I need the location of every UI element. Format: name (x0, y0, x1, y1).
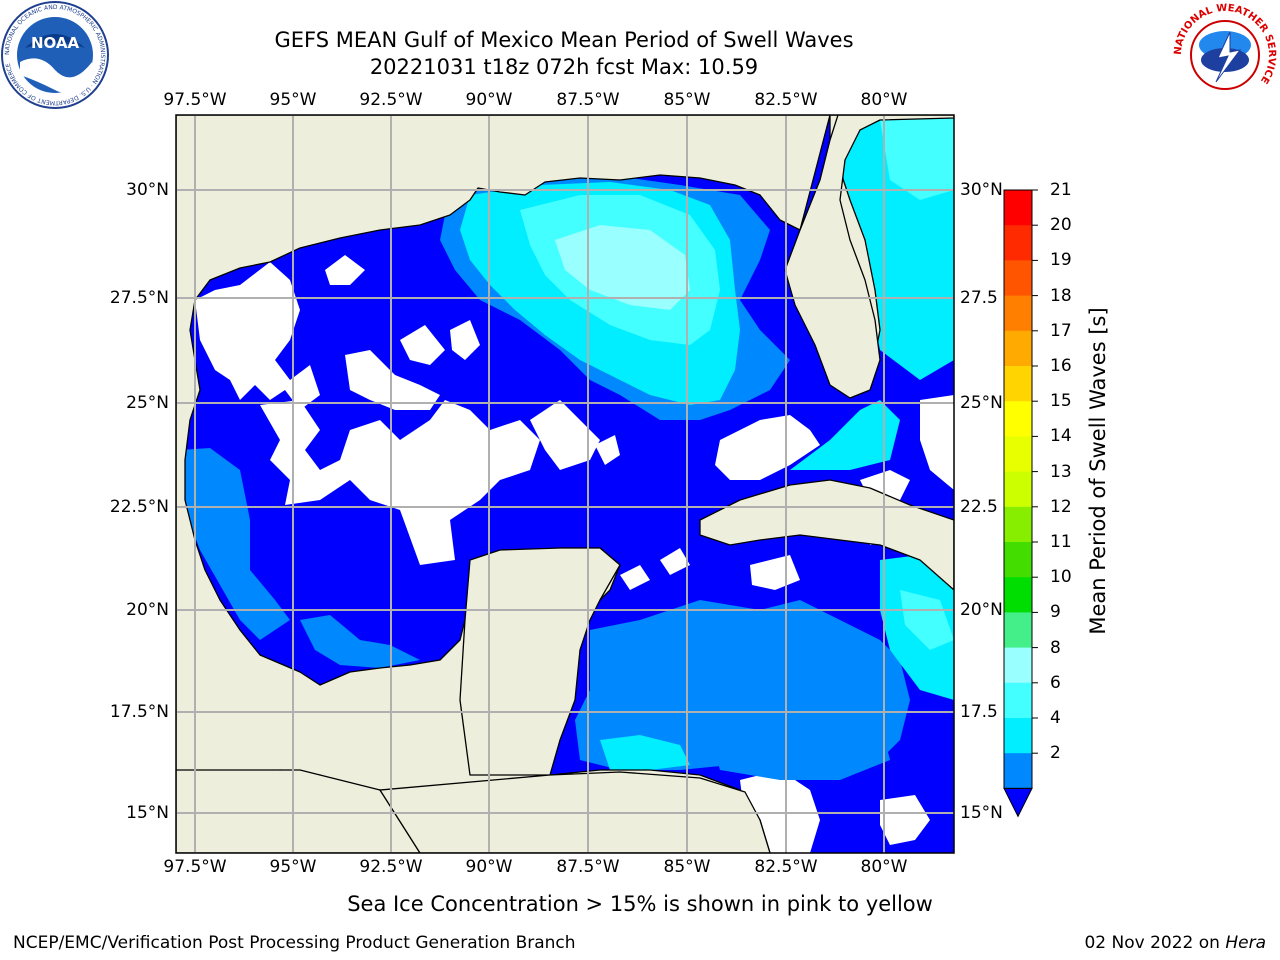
colorbar-frame (1003, 189, 1033, 789)
lat-tick-right: 15°N (960, 803, 1003, 823)
colorbar (1003, 189, 1038, 818)
lat-tick-right: 17.5 (960, 702, 998, 722)
colorbar-tick-label: 14 (1050, 426, 1072, 447)
colorbar-label: Mean Period of Swell Waves [s] (1086, 307, 1110, 635)
lon-tick-top: 95°W (269, 90, 317, 110)
colorbar-tick-label: 8 (1050, 637, 1061, 658)
lat-tick-left: 27.5°N (109, 288, 169, 308)
lat-tick-left: 15°N (126, 803, 169, 823)
map-title-line1: GEFS MEAN Gulf of Mexico Mean Period of … (274, 28, 854, 52)
colorbar-tick-label: 18 (1050, 285, 1072, 306)
colorbar-swatch (1004, 225, 1032, 261)
nws-logo: NATIONAL WEATHER SERVICE (1173, 3, 1277, 107)
footer-date-text: 02 Nov 2022 on (1084, 933, 1226, 953)
lon-tick-bottom: 85°W (663, 857, 711, 877)
colorbar-swatch (1004, 542, 1032, 578)
colorbar-swatch (1004, 753, 1032, 789)
lat-tick-right: 22.5 (960, 497, 998, 517)
lat-tick-right: 20°N (960, 600, 1003, 620)
lon-tick-top: 85°W (663, 90, 711, 110)
colorbar-tick-label: 2 (1050, 743, 1061, 764)
colorbar-swatch (1004, 436, 1032, 473)
colorbar-swatch (1004, 718, 1032, 754)
map-gridlines (176, 115, 954, 853)
colorbar-swatch (1004, 647, 1032, 684)
lon-tick-bottom: 97.5°W (163, 857, 227, 877)
lat-tick-left: 20°N (126, 600, 169, 620)
noaa-logo-text: NOAA (31, 34, 80, 52)
lat-tick-right: 25°N (960, 393, 1003, 413)
colorbar-swatch (1004, 295, 1032, 332)
lon-tick-bottom: 82.5°W (754, 857, 818, 877)
lon-tick-top: 90°W (465, 90, 513, 110)
colorbar-tick-label: 15 (1050, 391, 1072, 412)
sea-ice-note: Sea Ice Concentration > 15% is shown in … (347, 892, 933, 916)
lon-tick-top: 92.5°W (359, 90, 423, 110)
lon-tick-bottom: 90°W (465, 857, 513, 877)
lon-tick-top: 80°W (860, 90, 908, 110)
colorbar-tick-label: 17 (1050, 320, 1072, 341)
colorbar-tick-label: 20 (1050, 215, 1072, 236)
lon-tick-bottom: 80°W (860, 857, 908, 877)
colorbar-swatch (1004, 366, 1032, 402)
lat-tick-left: 25°N (126, 393, 169, 413)
colorbar-swatch (1004, 260, 1032, 297)
colorbar-tick-label: 16 (1050, 356, 1072, 376)
noaa-logo: NOAA NATIONAL OCEANIC AND ATMOSPHERIC AD… (1, 1, 109, 109)
colorbar-swatch (1004, 190, 1032, 226)
lat-tick-left: 22.5°N (109, 497, 169, 517)
lon-tick-bottom: 95°W (269, 857, 317, 877)
colorbar-tick-label: 12 (1050, 496, 1072, 517)
lon-tick-top: 87.5°W (556, 90, 620, 110)
colorbar-tick-label: 13 (1050, 461, 1072, 482)
colorbar-swatch (1004, 577, 1032, 613)
map-frame (175, 114, 955, 854)
colorbar-swatch (1004, 401, 1032, 437)
lon-tick-top: 97.5°W (163, 90, 227, 110)
footer-host: Hera (1225, 933, 1266, 953)
colorbar-tick-label: 11 (1050, 532, 1072, 552)
colorbar-swatch (1004, 506, 1032, 543)
lon-tick-bottom: 92.5°W (359, 857, 423, 877)
lon-tick-bottom: 87.5°W (556, 857, 620, 877)
colorbar-extend-arrow (1003, 787, 1033, 818)
lat-tick-left: 17.5°N (109, 702, 169, 722)
lon-tick-top: 82.5°W (754, 90, 818, 110)
map-title-line2: 20221031 t18z 072h fcst Max: 10.59 (369, 55, 759, 79)
colorbar-tick-label: 4 (1050, 708, 1061, 728)
colorbar-swatch (1004, 612, 1032, 649)
colorbar-tick-label: 21 (1050, 180, 1072, 200)
colorbar-tick-label: 6 (1050, 672, 1061, 693)
footer-date: 02 Nov 2022 on Hera (1084, 933, 1266, 953)
colorbar-tick-label: 9 (1050, 602, 1061, 623)
colorbar-tick-label: 19 (1050, 250, 1072, 271)
mexico-yucatan (459, 547, 621, 776)
colorbar-swatch (1004, 330, 1032, 367)
colorbar-tick-label: 10 (1050, 567, 1072, 588)
lat-tick-left: 30°N (126, 180, 169, 200)
lat-tick-right: 27.5 (960, 288, 998, 308)
footer-branch: NCEP/EMC/Verification Post Processing Pr… (13, 933, 576, 953)
colorbar-swatch (1004, 682, 1032, 719)
lat-tick-right: 30°N (960, 180, 1003, 200)
florida (784, 115, 954, 399)
colorbar-swatch (1004, 471, 1032, 508)
